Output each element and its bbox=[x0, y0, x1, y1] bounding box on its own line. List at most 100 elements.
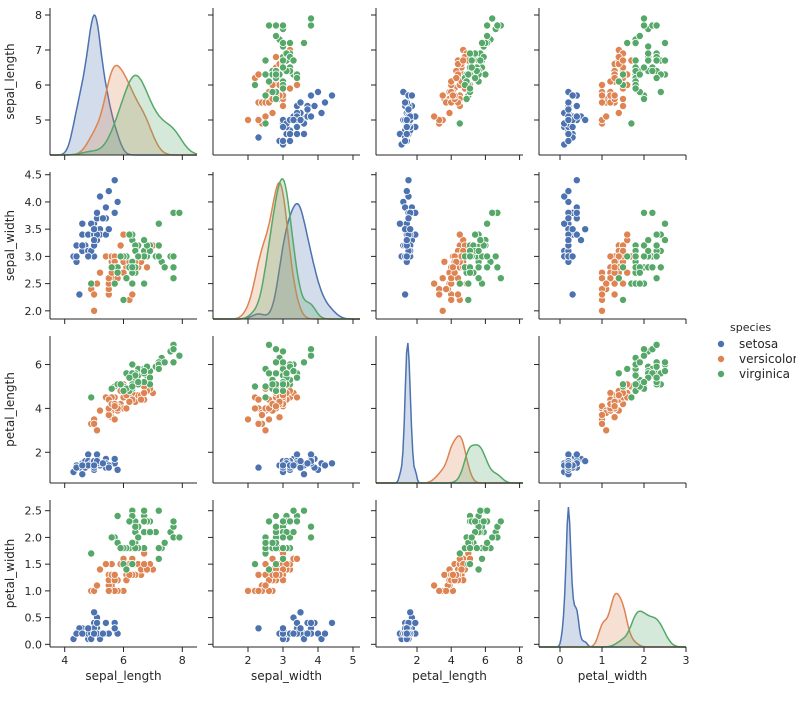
x-tick-label: 6 bbox=[482, 654, 489, 667]
point-setosa bbox=[313, 88, 322, 97]
point-versicolor bbox=[96, 268, 105, 277]
point-virginica bbox=[652, 362, 661, 371]
point-setosa bbox=[407, 91, 416, 100]
x-tick-label: 5 bbox=[350, 654, 357, 667]
point-setosa bbox=[90, 225, 99, 234]
point-virginica bbox=[278, 386, 287, 395]
point-versicolor bbox=[459, 56, 468, 65]
point-virginica bbox=[644, 49, 653, 58]
point-setosa bbox=[572, 450, 581, 459]
point-versicolor bbox=[254, 419, 263, 428]
point-versicolor bbox=[610, 290, 619, 299]
point-versicolor bbox=[614, 109, 623, 118]
point-virginica bbox=[119, 386, 128, 395]
panel-sepal_length-vs-petal_width bbox=[534, 8, 687, 160]
legend-label-virginica: virginica bbox=[739, 367, 790, 381]
point-virginica bbox=[483, 538, 492, 547]
point-virginica bbox=[635, 70, 644, 79]
point-virginica bbox=[278, 84, 287, 93]
point-virginica bbox=[474, 274, 483, 283]
point-virginica bbox=[652, 56, 661, 65]
point-setosa bbox=[320, 629, 329, 638]
point-virginica bbox=[631, 252, 640, 261]
point-virginica bbox=[640, 378, 649, 387]
point-setosa bbox=[90, 236, 99, 245]
point-versicolor bbox=[623, 268, 632, 277]
point-virginica bbox=[471, 230, 480, 239]
x-tick-label: 8 bbox=[179, 654, 186, 667]
point-virginica bbox=[261, 538, 270, 547]
point-versicolor bbox=[125, 397, 134, 406]
point-virginica bbox=[644, 42, 653, 51]
point-virginica bbox=[278, 56, 287, 65]
point-virginica bbox=[125, 517, 134, 526]
point-virginica bbox=[134, 378, 143, 387]
point-virginica bbox=[640, 241, 649, 250]
point-versicolor bbox=[610, 279, 619, 288]
point-virginica bbox=[134, 252, 143, 261]
point-virginica bbox=[154, 252, 163, 261]
point-setosa bbox=[404, 176, 413, 185]
point-versicolor bbox=[292, 81, 301, 90]
point-versicolor bbox=[243, 116, 252, 125]
x-tick-label: 4 bbox=[315, 654, 322, 667]
point-virginica bbox=[128, 263, 137, 272]
point-virginica bbox=[467, 56, 476, 65]
point-virginica bbox=[154, 506, 163, 515]
point-virginica bbox=[122, 565, 131, 574]
point-setosa bbox=[299, 129, 308, 138]
point-virginica bbox=[467, 63, 476, 72]
point-versicolor bbox=[606, 388, 615, 397]
point-virginica bbox=[619, 70, 628, 79]
point-setosa bbox=[306, 618, 315, 627]
point-virginica bbox=[623, 39, 632, 48]
x-axis-label: sepal_length bbox=[85, 669, 161, 683]
point-virginica bbox=[264, 21, 273, 30]
point-virginica bbox=[477, 554, 486, 563]
point-virginica bbox=[648, 67, 657, 76]
point-virginica bbox=[306, 14, 315, 23]
point-setosa bbox=[306, 91, 315, 100]
point-virginica bbox=[264, 340, 273, 349]
point-virginica bbox=[261, 119, 270, 128]
y-axis-label: petal_width bbox=[3, 539, 17, 608]
point-versicolor bbox=[448, 263, 457, 272]
point-virginica bbox=[145, 528, 154, 537]
point-virginica bbox=[271, 369, 280, 378]
point-versicolor bbox=[602, 279, 611, 288]
y-tick-label: 4.0 bbox=[25, 196, 43, 209]
point-virginica bbox=[278, 517, 287, 526]
x-tick-label: 6 bbox=[120, 654, 127, 667]
panel-petal_length-vs-petal_width bbox=[534, 336, 687, 488]
point-virginica bbox=[476, 506, 485, 515]
x-tick-label: 8 bbox=[516, 654, 523, 667]
point-setosa bbox=[104, 187, 113, 196]
point-setosa bbox=[90, 461, 99, 470]
point-virginica bbox=[635, 32, 644, 41]
point-versicolor bbox=[96, 406, 105, 415]
point-versicolor bbox=[254, 70, 263, 79]
y-tick-label: 4.5 bbox=[25, 169, 43, 182]
point-versicolor bbox=[435, 586, 444, 595]
point-setosa bbox=[564, 98, 573, 107]
point-versicolor bbox=[254, 586, 263, 595]
point-setosa bbox=[303, 105, 312, 114]
point-setosa bbox=[568, 225, 577, 234]
point-versicolor bbox=[430, 581, 439, 590]
point-virginica bbox=[465, 49, 474, 58]
point-virginica bbox=[640, 14, 649, 23]
point-virginica bbox=[455, 119, 464, 128]
point-virginica bbox=[264, 517, 273, 526]
point-virginica bbox=[140, 236, 149, 245]
point-versicolor bbox=[90, 290, 99, 299]
legend-marker-virginica bbox=[717, 369, 726, 378]
y-tick-label: 6 bbox=[35, 79, 42, 92]
point-virginica bbox=[289, 528, 298, 537]
point-virginica bbox=[455, 279, 464, 288]
point-setosa bbox=[296, 116, 305, 125]
point-versicolor bbox=[257, 410, 266, 419]
point-setosa bbox=[104, 225, 113, 234]
point-versicolor bbox=[455, 230, 464, 239]
point-virginica bbox=[261, 393, 270, 402]
